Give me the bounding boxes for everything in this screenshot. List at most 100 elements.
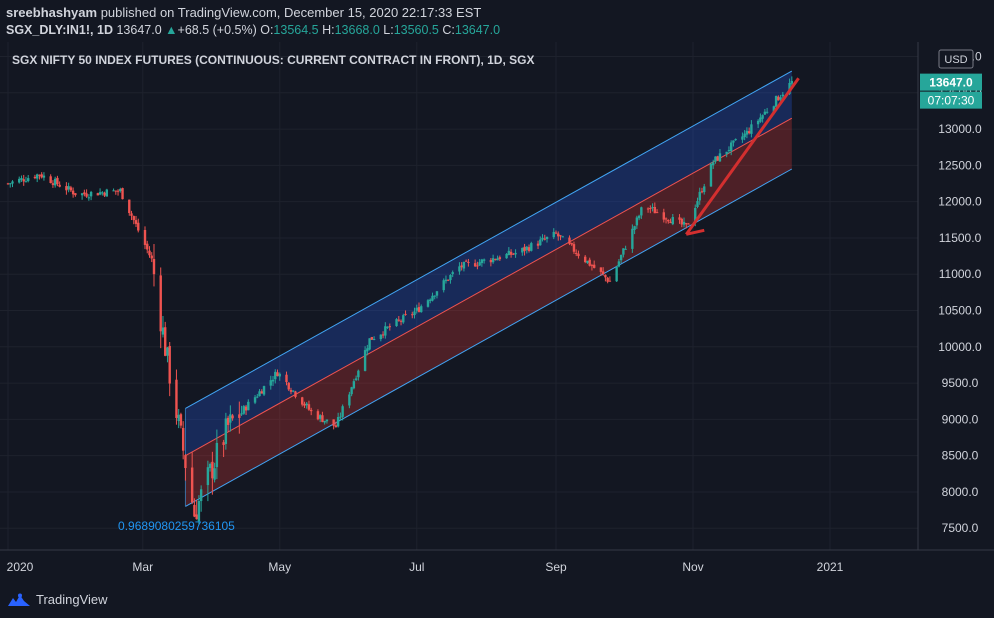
- candle: [42, 172, 46, 181]
- candle-body: [747, 131, 751, 134]
- x-tick-label: Nov: [682, 560, 703, 574]
- candle-body: [256, 396, 259, 398]
- candle: [67, 182, 70, 193]
- candle-body: [325, 419, 329, 422]
- candle-body: [35, 174, 39, 179]
- candle-body: [274, 371, 277, 380]
- candle: [247, 399, 250, 411]
- channel-middle-line[interactable]: [185, 117, 793, 457]
- publisher-name[interactable]: sreebhashyam: [6, 5, 98, 20]
- candle: [146, 240, 149, 254]
- candle: [774, 95, 778, 108]
- candle: [213, 462, 216, 483]
- ohlc-legend: SGX_DLY:IN1!, 1D 13647.0 ▲+68.5 (+0.5%) …: [6, 23, 500, 37]
- candle-body: [473, 263, 477, 267]
- candle: [586, 260, 589, 264]
- candle: [35, 173, 39, 183]
- close-value: 13647.0: [454, 23, 501, 37]
- candle: [446, 279, 450, 282]
- candle: [357, 369, 360, 381]
- candle-body: [244, 406, 248, 411]
- candle-body: [509, 251, 513, 255]
- candle-body: [350, 387, 353, 395]
- candle-body: [464, 260, 468, 262]
- candle-body: [494, 259, 497, 261]
- candle-body: [366, 348, 369, 352]
- candle: [150, 252, 153, 263]
- trend-line-main[interactable]: [685, 77, 800, 236]
- candle: [179, 412, 183, 429]
- candle-body: [604, 274, 607, 278]
- candle: [536, 240, 540, 250]
- candle: [336, 412, 340, 428]
- candle: [193, 498, 196, 518]
- candle-body: [696, 201, 699, 207]
- candle-body: [58, 184, 61, 187]
- candle-body: [213, 468, 216, 480]
- candle: [18, 176, 21, 184]
- candle-body: [96, 193, 100, 196]
- candle-body: [381, 334, 385, 336]
- candle: [363, 346, 367, 372]
- candle: [211, 451, 214, 495]
- channel-upper-line[interactable]: [185, 70, 793, 409]
- tradingview-logo[interactable]: TradingView: [8, 592, 108, 607]
- candle: [417, 302, 421, 313]
- price-chart[interactable]: SGX NIFTY 50 INDEX FUTURES (CONTINUOUS: …: [0, 42, 994, 582]
- currency-button[interactable]: [938, 49, 974, 69]
- chart-area[interactable]: SGX NIFTY 50 INDEX FUTURES (CONTINUOUS: …: [0, 42, 994, 582]
- candle-body: [712, 162, 715, 166]
- candle: [606, 276, 609, 284]
- candle: [397, 316, 400, 322]
- candle: [604, 274, 607, 282]
- candle-body: [489, 259, 493, 263]
- candle-body: [635, 217, 639, 226]
- candle: [698, 187, 701, 205]
- candle-body: [318, 415, 322, 419]
- y-tick-label: 9500.0: [942, 376, 979, 390]
- candle-body: [467, 261, 470, 263]
- candle-body: [357, 370, 360, 378]
- candle-body: [287, 382, 290, 390]
- chart-header: sreebhashyam published on TradingView.co…: [0, 0, 994, 42]
- candle: [615, 265, 618, 282]
- footer: TradingView: [0, 582, 994, 618]
- candle-body: [505, 253, 508, 259]
- candle: [80, 192, 84, 200]
- x-tick-label: May: [268, 560, 291, 574]
- candle: [507, 247, 511, 256]
- candle-body: [756, 120, 760, 125]
- close-label: C:: [442, 23, 455, 37]
- candle-body: [750, 124, 753, 134]
- candle: [307, 400, 311, 411]
- candle-body: [105, 189, 109, 197]
- candle: [521, 247, 524, 256]
- candle-body: [790, 80, 794, 84]
- time-axis[interactable]: [0, 550, 994, 582]
- candle-body: [190, 467, 194, 503]
- candle-body: [446, 279, 450, 281]
- candle: [105, 188, 109, 197]
- candle-body: [130, 213, 133, 216]
- candle-body: [779, 97, 782, 100]
- candle: [682, 217, 686, 228]
- y-tick-label: 8000.0: [942, 485, 979, 499]
- channel-lower-line[interactable]: [185, 168, 793, 507]
- trend-line[interactable]: [685, 77, 800, 236]
- price-axis[interactable]: [918, 42, 994, 582]
- candle: [716, 155, 719, 161]
- candle-body: [386, 326, 389, 328]
- candle-body: [514, 252, 517, 255]
- candle-body: [334, 425, 338, 428]
- candle-body: [18, 178, 21, 183]
- candle: [128, 199, 131, 216]
- candle-body: [38, 174, 41, 176]
- candle-body: [352, 381, 356, 389]
- candle-body: [433, 295, 436, 297]
- candle: [285, 371, 288, 386]
- candle-body: [258, 391, 261, 397]
- currency-label[interactable]: USD: [944, 54, 967, 66]
- candle: [388, 323, 392, 331]
- channel-upper-band: [185, 71, 792, 456]
- candle-body: [98, 192, 102, 195]
